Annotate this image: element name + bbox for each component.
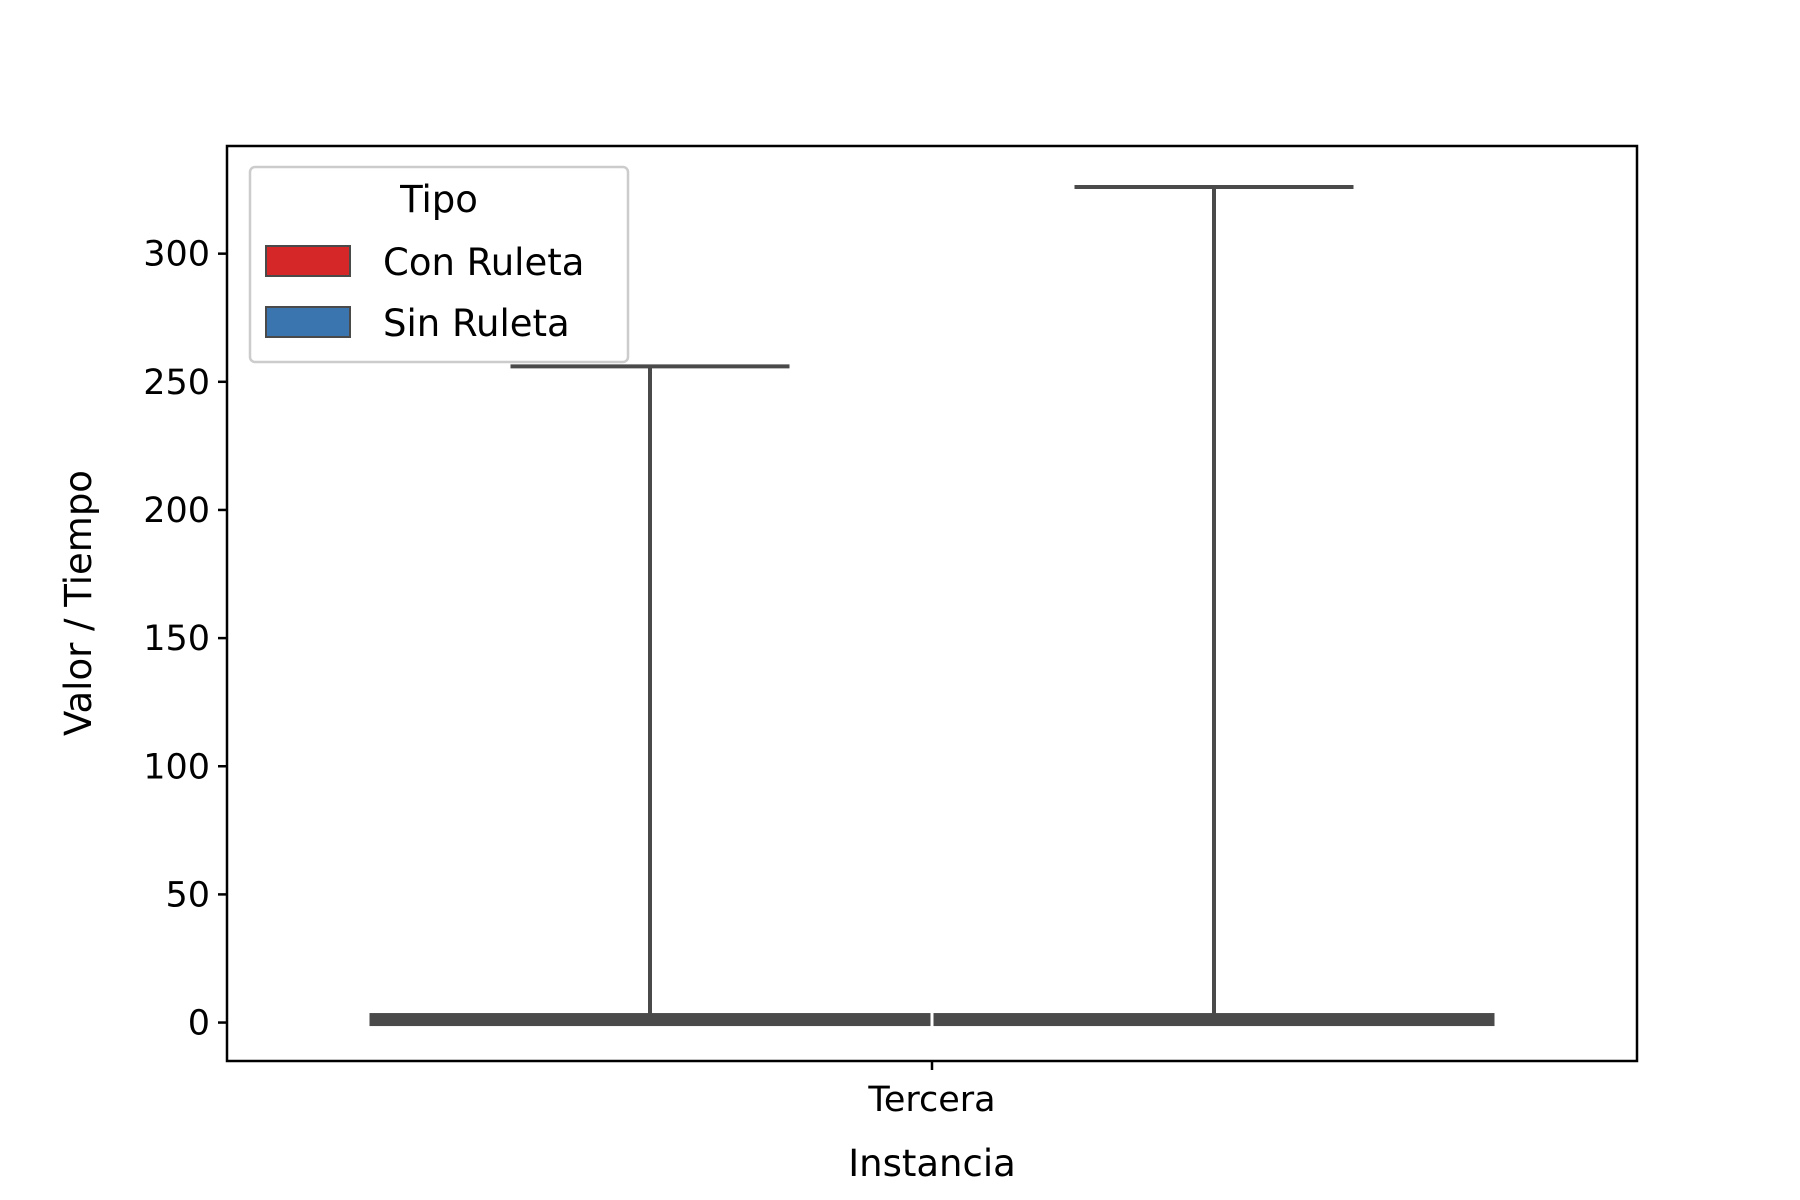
legend-swatch-sin-ruleta	[265, 306, 351, 338]
legend-swatch-con-ruleta	[265, 245, 351, 277]
y-tick-label: 250	[143, 363, 210, 403]
y-tick-label: 300	[143, 235, 210, 275]
legend: Tipo Con Ruleta Sin Ruleta	[248, 165, 630, 364]
y-tick-label: 100	[143, 747, 210, 787]
axes-layer: 0 50 100 150 200 250 300 Tercera	[143, 235, 995, 1120]
x-tick-label: Tercera	[867, 1080, 995, 1120]
legend-title: Tipo	[399, 178, 478, 221]
legend-label-con-ruleta: Con Ruleta	[383, 241, 584, 284]
x-axis-label: Instancia	[848, 1142, 1016, 1185]
plot-layer	[369, 185, 1495, 1027]
y-tick-label: 200	[143, 491, 210, 531]
y-tick-label: 50	[165, 875, 210, 915]
legend-label-sin-ruleta: Sin Ruleta	[383, 302, 570, 345]
y-tick-label: 150	[143, 619, 210, 659]
y-tick-label: 0	[188, 1004, 210, 1044]
y-axis-label: Valor / Tiempo	[57, 470, 100, 736]
